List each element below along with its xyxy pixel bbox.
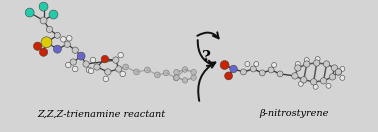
Circle shape	[88, 68, 94, 74]
Circle shape	[313, 84, 318, 89]
Circle shape	[304, 58, 309, 63]
Circle shape	[70, 59, 76, 65]
Circle shape	[230, 65, 237, 73]
Circle shape	[46, 26, 53, 33]
Circle shape	[310, 79, 317, 85]
Circle shape	[173, 75, 179, 81]
Circle shape	[335, 69, 342, 75]
Circle shape	[40, 17, 47, 24]
Circle shape	[240, 69, 246, 75]
Circle shape	[225, 72, 232, 80]
Circle shape	[295, 65, 301, 71]
Circle shape	[295, 62, 300, 67]
Circle shape	[315, 57, 320, 62]
Circle shape	[72, 47, 78, 53]
Circle shape	[259, 70, 265, 76]
Circle shape	[174, 75, 179, 80]
Circle shape	[133, 69, 139, 75]
Text: β-nitrostyrene: β-nitrostyrene	[259, 109, 328, 118]
Circle shape	[105, 69, 111, 75]
Circle shape	[329, 74, 336, 80]
Circle shape	[335, 69, 342, 75]
Circle shape	[77, 52, 85, 60]
Circle shape	[25, 8, 34, 17]
Circle shape	[103, 76, 108, 82]
Circle shape	[123, 64, 129, 70]
Circle shape	[163, 70, 169, 76]
Circle shape	[90, 57, 96, 63]
Circle shape	[340, 67, 345, 71]
Circle shape	[182, 78, 188, 83]
Circle shape	[277, 71, 283, 77]
Circle shape	[39, 48, 48, 56]
Circle shape	[174, 69, 179, 75]
Circle shape	[94, 64, 100, 70]
Circle shape	[301, 77, 307, 83]
Circle shape	[323, 61, 330, 67]
Text: Z,Z,Z-trienamine reactant: Z,Z,Z-trienamine reactant	[37, 109, 165, 118]
Circle shape	[118, 52, 124, 58]
Circle shape	[41, 37, 52, 48]
Circle shape	[304, 61, 310, 67]
Text: ?: ?	[202, 50, 211, 64]
Circle shape	[39, 2, 48, 11]
Circle shape	[154, 72, 160, 78]
Circle shape	[298, 81, 303, 86]
Circle shape	[49, 10, 58, 19]
Circle shape	[73, 66, 78, 72]
Circle shape	[120, 71, 125, 77]
Circle shape	[182, 67, 188, 72]
Circle shape	[191, 69, 197, 75]
Circle shape	[191, 75, 197, 80]
Circle shape	[272, 63, 277, 67]
Circle shape	[254, 62, 259, 67]
Circle shape	[60, 37, 66, 42]
Circle shape	[340, 75, 345, 80]
Circle shape	[321, 78, 327, 84]
Circle shape	[326, 83, 331, 88]
Circle shape	[67, 36, 72, 41]
Circle shape	[313, 60, 320, 66]
Circle shape	[331, 65, 338, 71]
Circle shape	[34, 42, 42, 50]
Circle shape	[65, 62, 71, 68]
Circle shape	[53, 45, 61, 53]
Circle shape	[220, 61, 229, 69]
Circle shape	[113, 57, 119, 63]
Circle shape	[116, 66, 122, 72]
Circle shape	[245, 62, 250, 67]
Circle shape	[101, 55, 108, 63]
Circle shape	[250, 66, 256, 72]
Circle shape	[292, 73, 298, 79]
Circle shape	[268, 67, 274, 73]
Circle shape	[144, 67, 150, 73]
Circle shape	[64, 41, 70, 47]
Circle shape	[54, 32, 60, 38]
Circle shape	[86, 67, 92, 73]
Circle shape	[83, 61, 89, 67]
